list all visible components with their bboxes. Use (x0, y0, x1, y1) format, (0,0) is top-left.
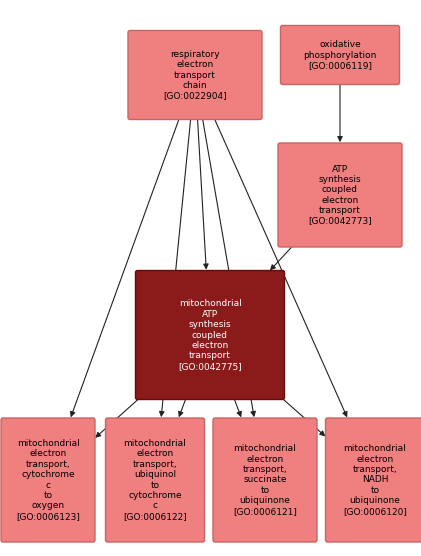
FancyBboxPatch shape (106, 418, 205, 542)
Text: mitochondrial
electron
transport,
cytochrome
c
to
oxygen
[GO:0006123]: mitochondrial electron transport, cytoch… (16, 439, 80, 521)
FancyBboxPatch shape (128, 31, 262, 120)
FancyBboxPatch shape (1, 418, 95, 542)
Text: oxidative
phosphorylation
[GO:0006119]: oxidative phosphorylation [GO:0006119] (303, 40, 377, 70)
Text: mitochondrial
electron
transport,
NADH
to
ubiquinone
[GO:0006120]: mitochondrial electron transport, NADH t… (343, 444, 407, 516)
FancyBboxPatch shape (278, 143, 402, 247)
Text: mitochondrial
electron
transport,
succinate
to
ubiquinone
[GO:0006121]: mitochondrial electron transport, succin… (233, 444, 297, 516)
FancyBboxPatch shape (213, 418, 317, 542)
FancyBboxPatch shape (136, 271, 285, 400)
Text: ATP
synthesis
coupled
electron
transport
[GO:0042773]: ATP synthesis coupled electron transport… (308, 165, 372, 226)
FancyBboxPatch shape (325, 418, 421, 542)
Text: respiratory
electron
transport
chain
[GO:0022904]: respiratory electron transport chain [GO… (163, 49, 227, 100)
Text: mitochondrial
ATP
synthesis
coupled
electron
transport
[GO:0042775]: mitochondrial ATP synthesis coupled elec… (178, 299, 242, 371)
Text: mitochondrial
electron
transport,
ubiquinol
to
cytochrome
c
[GO:0006122]: mitochondrial electron transport, ubiqui… (123, 439, 187, 521)
FancyBboxPatch shape (280, 26, 400, 85)
